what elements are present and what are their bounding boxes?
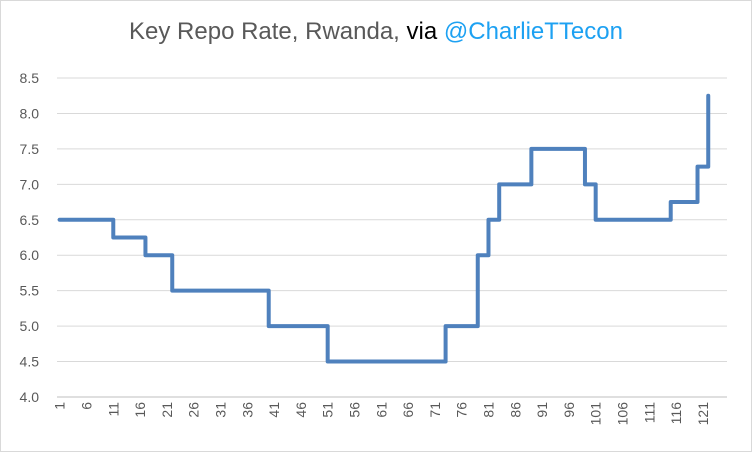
x-tick-label: 46 bbox=[293, 402, 309, 418]
x-tick-label: 41 bbox=[266, 402, 282, 418]
x-tick-label: 76 bbox=[454, 402, 470, 418]
x-tick-label: 116 bbox=[668, 402, 684, 425]
chart-title: Key Repo Rate, Rwanda, via @CharlieTTeco… bbox=[0, 18, 752, 46]
x-tick-label: 66 bbox=[400, 402, 416, 418]
x-tick-label: 21 bbox=[159, 402, 175, 418]
x-tick-label: 96 bbox=[561, 402, 577, 418]
y-tick-label: 5.5 bbox=[20, 283, 40, 299]
x-tick-label: 61 bbox=[373, 402, 389, 418]
y-tick-label: 6.5 bbox=[20, 212, 40, 228]
y-tick-label: 7.0 bbox=[20, 176, 40, 192]
y-tick-label: 4.0 bbox=[20, 389, 40, 405]
y-tick-label: 6.0 bbox=[20, 247, 40, 263]
x-tick-label: 11 bbox=[105, 402, 121, 417]
y-tick-label: 8.5 bbox=[20, 70, 40, 86]
x-tick-label: 91 bbox=[534, 402, 550, 418]
y-tick-label: 7.5 bbox=[20, 141, 40, 157]
chart-title-handle: @CharlieTTecon bbox=[443, 18, 623, 45]
x-tick-label: 56 bbox=[346, 402, 362, 418]
y-tick-label: 8.0 bbox=[20, 105, 40, 121]
x-tick-label: 81 bbox=[480, 402, 496, 418]
x-tick-label: 86 bbox=[507, 402, 523, 418]
x-tick-label: 36 bbox=[239, 402, 255, 418]
x-tick-label: 106 bbox=[614, 402, 630, 426]
x-tick-label: 16 bbox=[132, 402, 148, 418]
x-tick-label: 71 bbox=[427, 402, 443, 418]
x-tick-label: 26 bbox=[186, 402, 202, 418]
x-tick-label: 51 bbox=[320, 402, 336, 418]
x-tick-label: 111 bbox=[641, 402, 657, 423]
chart-title-main: Key Repo Rate, Rwanda, bbox=[129, 18, 400, 45]
x-tick-label: 6 bbox=[78, 402, 94, 410]
x-tick-label: 1 bbox=[52, 402, 68, 410]
x-tick-label: 101 bbox=[588, 402, 604, 426]
chart-title-via: via bbox=[406, 18, 438, 45]
x-tick-label: 31 bbox=[212, 402, 228, 418]
y-tick-label: 4.5 bbox=[20, 354, 40, 370]
x-tick-label: 121 bbox=[695, 402, 711, 426]
series-line bbox=[57, 93, 711, 364]
y-tick-label: 5.0 bbox=[20, 318, 40, 334]
